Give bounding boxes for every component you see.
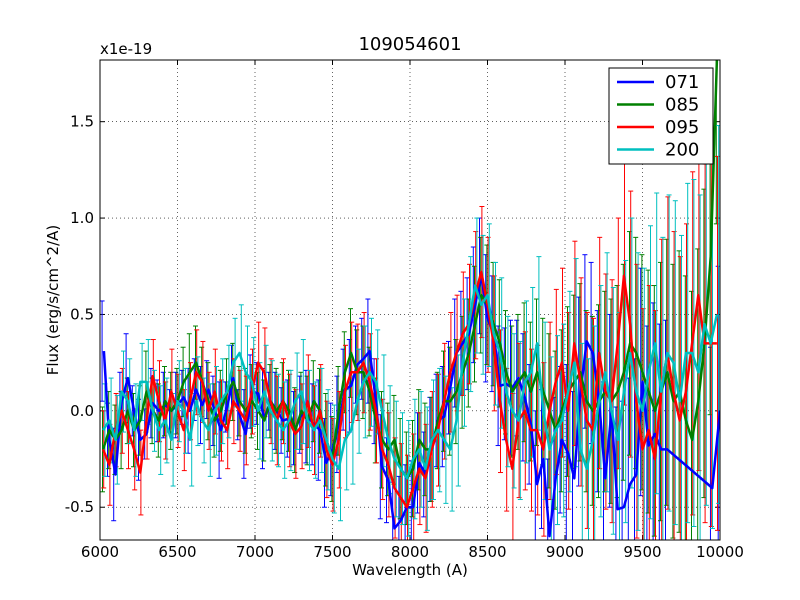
y-tick-label: 0.0 <box>70 402 94 420</box>
plot-frame <box>99 59 721 541</box>
x-axis-ticks: 6000 6500 7000 7500 8000 8500 9000 9500 10000 <box>81 60 744 561</box>
legend-box <box>608 67 714 165</box>
legend-label-085: 085 <box>665 95 699 116</box>
x-tick-label: 8500 <box>468 543 506 561</box>
y-axis-ticks: -0.5 0.0 0.5 1.0 1.5 <box>65 113 720 516</box>
y-scale-label: x1e-19 <box>100 40 152 58</box>
x-tick-label: 6500 <box>158 543 196 561</box>
series-line-095 <box>101 270 717 509</box>
series-group <box>100 60 720 540</box>
legend-label-071: 071 <box>665 72 699 93</box>
series-line-200 <box>102 284 719 480</box>
x-tick-label: 9000 <box>546 543 584 561</box>
y-tick-label: 0.5 <box>70 305 94 323</box>
y-tick-label: -0.5 <box>65 498 94 516</box>
chart-title: 109054601 <box>358 34 461 55</box>
x-tick-label: 9500 <box>623 543 661 561</box>
legend-label-095: 095 <box>665 117 699 138</box>
x-tick-label: 10000 <box>696 543 744 561</box>
y-tick-label: 1.5 <box>70 113 94 131</box>
x-tick-label: 7500 <box>313 543 351 561</box>
x-tick-label: 7000 <box>236 543 274 561</box>
legend-label-200: 200 <box>665 140 699 161</box>
x-tick-label: 8000 <box>391 543 429 561</box>
series-line-071 <box>102 274 720 538</box>
x-axis-title: Wavelength (A) <box>352 561 468 579</box>
y-tick-label: 1.0 <box>70 209 94 227</box>
x-tick-label: 6000 <box>81 543 119 561</box>
y-axis-title: Flux (erg/s/cm^2/A) <box>44 225 62 376</box>
